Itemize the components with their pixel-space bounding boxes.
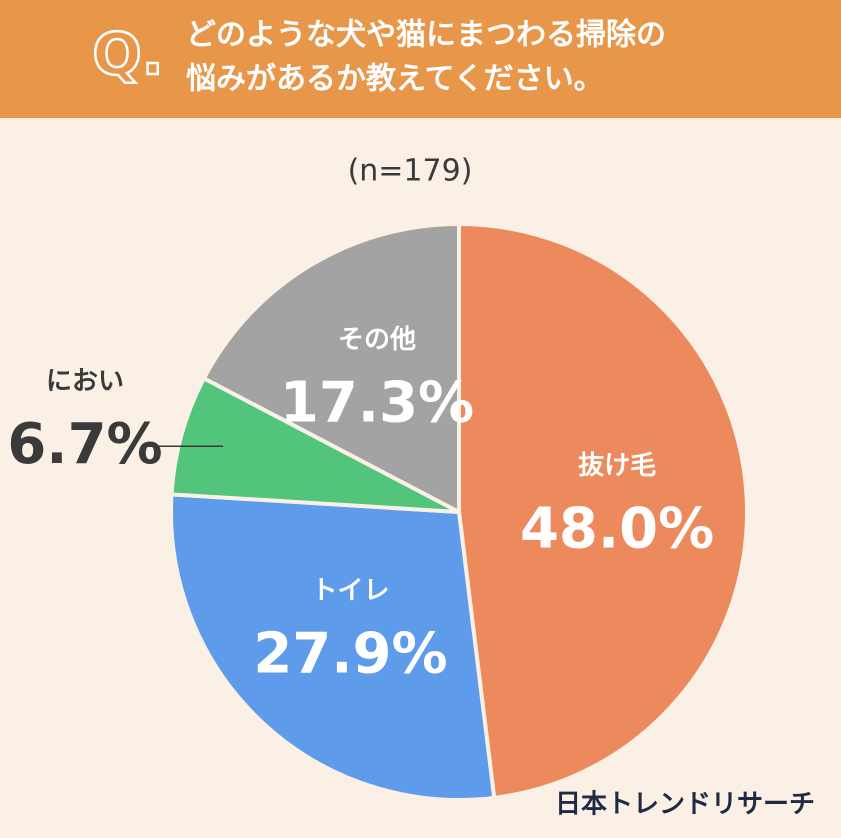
pie-slice <box>457 221 749 801</box>
sample-size: (n=179) <box>348 154 473 189</box>
title-line: 悩みがあるか教えてください。 <box>186 62 604 97</box>
value-label: 17.3% <box>280 371 474 436</box>
title-line: どのような犬や猫にまつわる掃除の <box>186 18 666 53</box>
value-label: 27.9% <box>253 622 447 687</box>
value-label: 48.0% <box>520 496 714 561</box>
question-mark: Q. <box>92 20 163 88</box>
header-band <box>0 0 841 118</box>
category-label: におい <box>46 367 124 397</box>
value-label: 6.7% <box>7 412 162 477</box>
pie-slice <box>201 221 461 516</box>
pie-slice <box>169 492 497 802</box>
pie-slice <box>169 375 460 514</box>
category-label: 抜け毛 <box>578 451 656 481</box>
source-logo: 日本トレンドリサーチ <box>555 790 815 820</box>
category-label: トイレ <box>311 576 389 606</box>
category-label: その他 <box>338 325 416 355</box>
pie <box>169 221 749 802</box>
